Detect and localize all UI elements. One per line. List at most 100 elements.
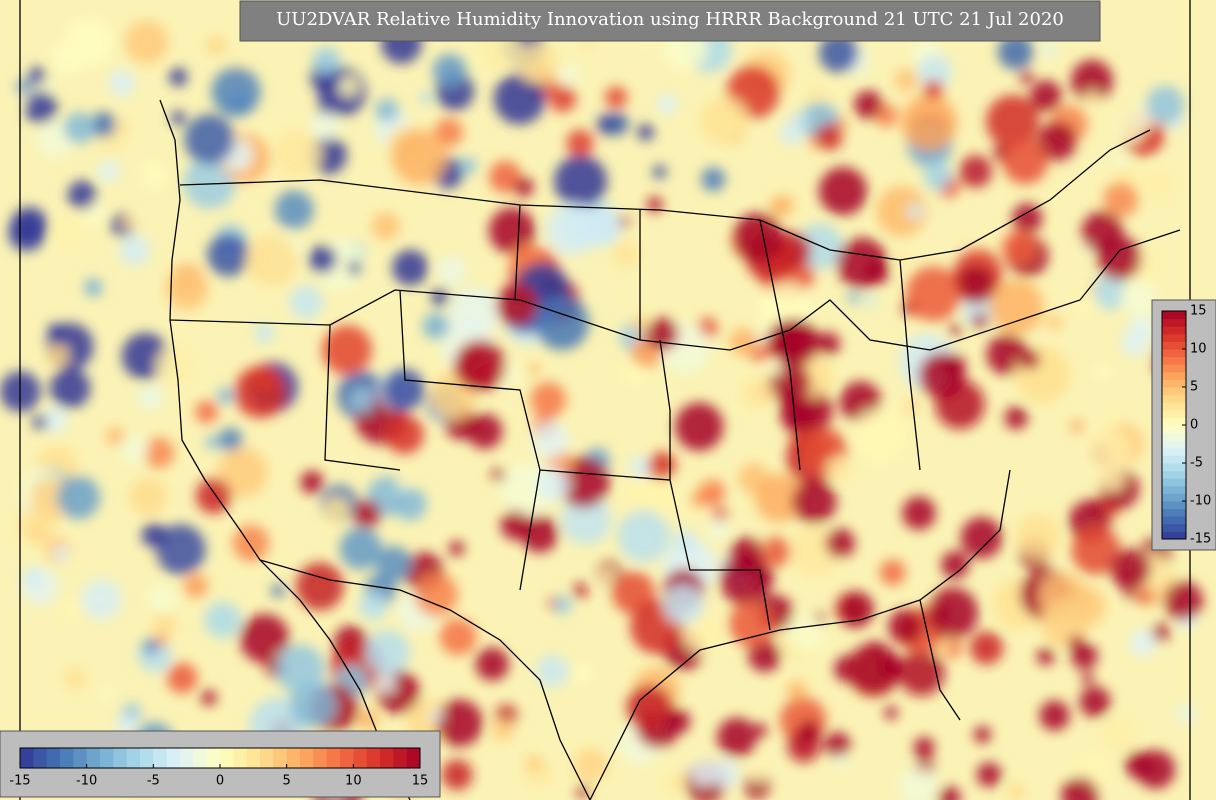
humidity-blob <box>436 255 467 286</box>
humidity-blob <box>1112 151 1129 168</box>
colorbar-segment <box>153 748 168 768</box>
colorbar-segment <box>20 748 34 768</box>
colorbar-segment <box>206 748 221 768</box>
colorbar-segment <box>1162 356 1186 365</box>
humidity-blob <box>1079 686 1111 718</box>
colorbar-segment <box>180 748 194 768</box>
colorbar-segment <box>1162 478 1186 487</box>
humidity-blob <box>582 207 622 247</box>
humidity-blob <box>347 261 362 275</box>
colorbar-segment <box>300 748 314 768</box>
humidity-blob <box>184 114 235 165</box>
humidity-blob <box>459 157 477 175</box>
boundaries <box>19 0 1191 800</box>
humidity-blob <box>382 368 425 411</box>
colorbar-segment <box>1162 371 1186 380</box>
humidity-blob <box>851 408 908 464</box>
humidity-blob <box>545 202 599 256</box>
humidity-blob <box>815 123 843 151</box>
humidity-blob <box>195 478 232 514</box>
humidity-blob <box>183 573 209 599</box>
colorbar-segment <box>326 748 341 768</box>
colorbar-segment <box>1162 440 1186 449</box>
humidity-blob <box>300 470 324 494</box>
humidity-blob <box>791 479 837 524</box>
humidity-blob <box>491 468 506 482</box>
humidity-blob <box>375 98 399 122</box>
humidity-blob <box>760 537 791 568</box>
humidity-blob <box>517 43 560 85</box>
humidity-blob <box>824 731 851 758</box>
humidity-blob <box>56 475 101 520</box>
humidity-blob <box>435 699 483 747</box>
humidity-blob <box>869 641 882 654</box>
colorbar-tick-label: -15 <box>9 774 30 789</box>
humidity-blob <box>935 605 949 620</box>
humidity-blob <box>605 86 628 109</box>
colorbar-tick-label: 10 <box>1190 342 1207 357</box>
colorbar-segment <box>60 748 74 768</box>
humidity-blob <box>204 601 242 639</box>
west-coast <box>159 99 411 800</box>
humidity-blob <box>83 278 103 297</box>
humidity-blob <box>879 559 906 586</box>
humidity-blob <box>108 69 136 97</box>
colorbar-tick-label: -10 <box>1190 494 1211 509</box>
humidity-blob <box>574 748 608 783</box>
humidity-blob <box>1090 429 1132 470</box>
colorbar-segment <box>260 748 274 768</box>
humidity-blob <box>901 95 957 151</box>
humidity-blob <box>155 524 206 575</box>
colorbar-segment <box>313 748 328 768</box>
humidity-blob <box>16 79 31 95</box>
humidity-blob <box>666 773 687 794</box>
humidity-blob <box>289 285 324 319</box>
humidity-blob <box>339 527 383 570</box>
humidity-blob <box>52 545 69 562</box>
humidity-blob <box>986 94 1040 149</box>
humidity-blob <box>396 672 413 688</box>
humidity-blob <box>422 312 450 340</box>
state-lines <box>324 204 921 631</box>
humidity-blob <box>663 584 704 625</box>
humidity-blob <box>514 177 534 197</box>
humidity-blob <box>1151 623 1170 642</box>
humidity-blob <box>923 161 953 191</box>
humidity-blob <box>949 324 962 337</box>
colorbar-segment <box>1162 379 1186 388</box>
humidity-blob <box>675 402 724 451</box>
humidity-blob <box>211 67 261 117</box>
humidity-blob <box>1030 80 1062 112</box>
humidity-blob <box>561 495 611 545</box>
humidity-blob <box>913 736 935 758</box>
humidity-blob <box>733 212 784 263</box>
humidity-blob <box>434 118 464 147</box>
humidity-blob <box>254 322 275 344</box>
humidity-blob <box>1037 121 1077 161</box>
colorbar-segment <box>86 748 101 768</box>
humidity-blob <box>854 90 883 119</box>
humidity-blob <box>646 196 663 213</box>
humidity-blob <box>67 180 97 210</box>
humidity-blob <box>489 160 522 193</box>
humidity-blob <box>155 346 195 386</box>
humidity-blob <box>1061 777 1099 800</box>
humidity-blob <box>371 212 400 241</box>
humidity-blob <box>863 294 876 307</box>
humidity-blob <box>432 53 467 89</box>
colorbar-segment <box>166 748 181 768</box>
humidity-blob <box>1019 70 1033 84</box>
humidity-blob <box>774 319 821 366</box>
humidity-blob <box>646 318 679 351</box>
humidity-blob <box>166 662 198 694</box>
humidity-blob <box>376 546 412 582</box>
humidity-blob <box>623 362 645 384</box>
colorbar-tick-label: -10 <box>76 774 97 789</box>
humidity-blob <box>349 388 376 414</box>
humidity-blob <box>708 517 731 540</box>
humidity-blob <box>207 233 250 277</box>
humidity-blob <box>1120 279 1157 316</box>
humidity-blob <box>141 522 167 548</box>
humidity-blob <box>553 595 572 615</box>
humidity-blob <box>1105 410 1122 427</box>
